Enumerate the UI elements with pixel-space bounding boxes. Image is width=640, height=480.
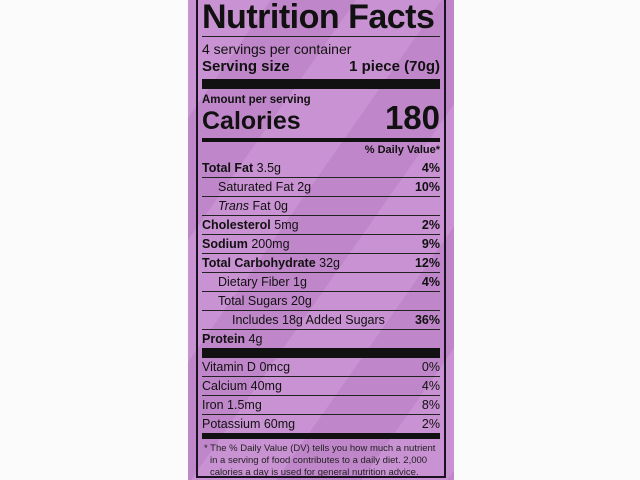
nutrient-amount: 32g [319,256,341,270]
nutrient-name: Total Fat [202,161,254,175]
daily-value-percent: 2% [421,417,440,431]
nutrition-facts-label: Nutrition Facts 4 servings per container… [196,0,446,478]
daily-value-percent: 36% [414,313,440,327]
nutrient-name-amount: Potassium 60mg [202,415,295,433]
nutrient-name-amount: Dietary Fiber 1g [218,273,307,291]
nutrient-list: Total Fat 3.5g 4% Saturated Fat 2g 10% Trans… [202,159,440,348]
nutrient-row: Saturated Fat 2g 10% [202,177,440,196]
nutrient-row: Includes 18g Added Sugars 36% [202,310,440,329]
nutrient-amount: 2g [297,180,312,194]
nutrient-name-amount: Includes 18g Added Sugars [232,311,385,329]
divider-thick [202,348,440,358]
daily-value-header: % Daily Value* [364,144,440,156]
label-title: Nutrition Facts [202,0,435,36]
nutrient-amount: 20g [290,294,312,308]
nutrient-row: Sodium 200mg 9% [202,234,440,253]
nutrient-name-amount: Cholesterol 5mg [202,216,299,234]
nutrient-name-amount: Trans Fat 0g [218,197,288,215]
divider-thick [202,79,440,89]
nutrient-row: Dietary Fiber 1g 4% [202,272,440,291]
nutrient-name-suffix: Fat [252,199,271,213]
daily-value-percent: 4% [421,379,440,393]
nutrient-name: Total Carbohydrate [202,256,316,270]
nutrient-name: Includes 18g Added Sugars [232,313,385,327]
serving-size-label: Serving size [202,58,290,75]
calories-value: 180 [384,99,440,136]
nutrient-name: Dietary Fiber [218,275,290,289]
nutrient-name: Calcium [202,379,248,393]
nutrient-name-amount: Vitamin D 0mcg [202,358,290,376]
footnote: * The % Daily Value (DV) tells you how m… [204,443,436,478]
nutrient-name-amount: Sodium 200mg [202,235,290,253]
nutrient-name: Total Sugars [218,294,288,308]
nutrient-name-amount: Calcium 40mg [202,377,282,395]
nutrient-name: Saturated Fat [218,180,294,194]
vitamin-row: Vitamin D 0mcg 0% [202,358,440,376]
daily-value-percent: 4% [421,161,440,175]
nutrient-name-amount: Protein 4g [202,330,262,348]
nutrient-name-amount: Total Fat 3.5g [202,159,281,177]
daily-value-percent: 0% [421,360,440,374]
divider-medium [202,138,440,142]
nutrient-row: Trans Fat 0g [202,196,440,215]
daily-value-percent: 12% [414,256,440,270]
nutrient-name-amount: Total Sugars 20g [218,292,312,310]
nutrient-amount: 1.5mg [227,398,262,412]
nutrient-name: Potassium [202,417,261,431]
calories-label: Calories [202,107,301,135]
nutrient-name-amount: Saturated Fat 2g [218,178,311,196]
vitamin-row: Potassium 60mg 2% [202,414,440,433]
nutrient-amount: 0g [274,199,288,213]
divider [202,36,440,37]
amount-per-serving: Amount per serving [202,94,311,106]
daily-value-percent: 2% [421,218,440,232]
nutrient-name: Trans [218,199,250,213]
nutrient-name-amount: Total Carbohydrate 32g [202,254,340,272]
nutrient-amount: 3.5g [256,161,281,175]
calories-row: Calories 180 [202,99,440,136]
nutrient-row: Total Carbohydrate 32g 12% [202,253,440,272]
nutrient-amount: 200mg [251,237,290,251]
nutrient-amount: 4g [248,332,263,346]
nutrient-name: Cholesterol [202,218,271,232]
nutrient-row: Total Fat 3.5g 4% [202,159,440,177]
servings-per-container: 4 servings per container [202,41,352,57]
nutrient-name-amount: Iron 1.5mg [202,396,262,414]
nutrient-amount: 0mcg [259,360,291,374]
vitamin-row: Iron 1.5mg 8% [202,395,440,414]
nutrient-amount: 1g [293,275,307,289]
nutrient-name: Sodium [202,237,248,251]
nutrient-name: Iron [202,398,224,412]
daily-value-percent: 9% [421,237,440,251]
vitamin-list: Vitamin D 0mcg 0% Calcium 40mg 4% Iron 1.5mg… [202,358,440,433]
nutrient-amount: 60mg [263,417,296,431]
nutrient-name: Protein [202,332,246,346]
daily-value-percent: 8% [421,398,440,412]
serving-size-value: 1 piece (70g) [349,58,440,75]
serving-size-row: Serving size 1 piece (70g) [202,58,440,76]
nutrient-amount: 40mg [250,379,282,393]
nutrient-row: Protein 4g [202,329,440,348]
nutrient-row: Cholesterol 5mg 2% [202,215,440,234]
nutrient-name: Vitamin D [202,360,256,374]
divider-medium [202,433,440,439]
nutrient-amount: 5mg [274,218,299,232]
nutrient-row: Total Sugars 20g [202,291,440,310]
daily-value-percent: 4% [421,275,440,289]
vitamin-row: Calcium 40mg 4% [202,376,440,395]
daily-value-percent: 10% [414,180,440,194]
